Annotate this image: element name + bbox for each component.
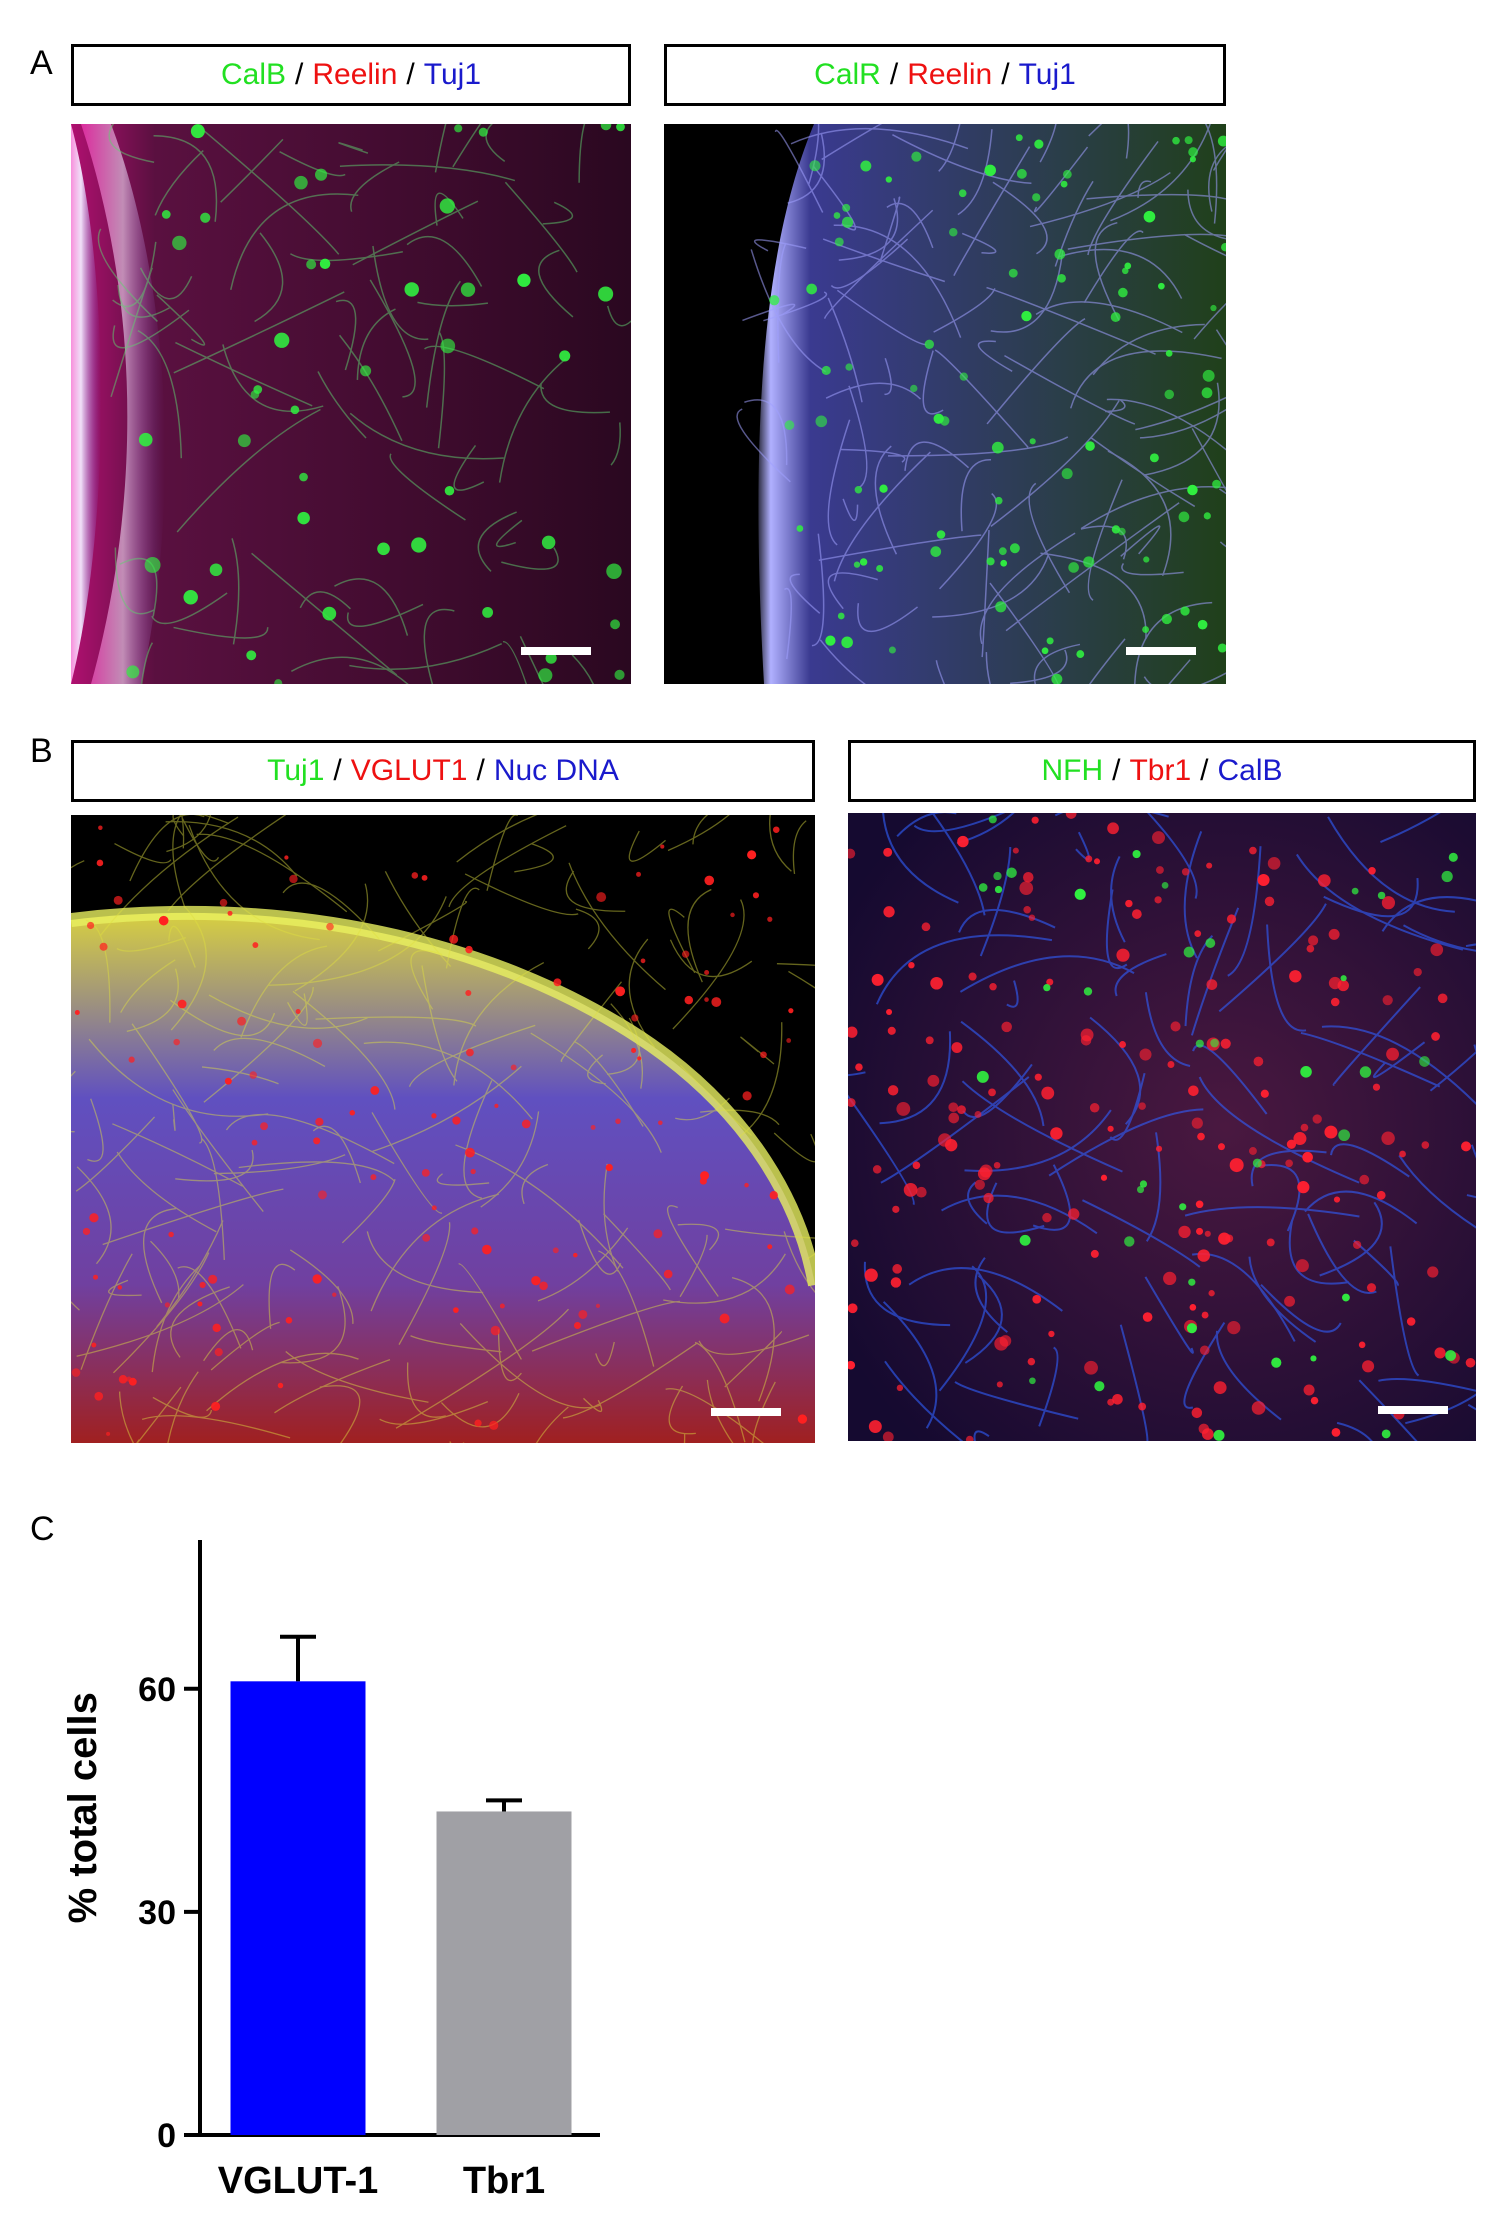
stain-3: Tuj1 bbox=[1018, 58, 1076, 91]
stain-2: Tbr1 bbox=[1129, 754, 1192, 787]
y-tick-label: 30 bbox=[138, 1894, 176, 1932]
micrograph-b1-image bbox=[71, 815, 815, 1443]
panel-a2-label: CalR / Reelin / Tuj1 bbox=[664, 44, 1226, 106]
y-axis-title: % total cells bbox=[61, 1692, 105, 1923]
separator: / bbox=[1200, 754, 1209, 787]
bar-chart: 0 30 60 % total cells VGLUT-1 Tbr1 bbox=[61, 1540, 600, 2202]
stain-3: Nuc DNA bbox=[493, 754, 619, 787]
bar bbox=[436, 1811, 572, 2135]
scale-bar bbox=[521, 647, 591, 655]
category-label: Tbr1 bbox=[463, 2160, 545, 2202]
micrograph-a1-image bbox=[71, 124, 631, 684]
category-label: VGLUT-1 bbox=[218, 2160, 378, 2202]
panel-a1-label: CalB / Reelin / Tuj1 bbox=[71, 44, 631, 106]
y-tick-label: 0 bbox=[157, 2117, 176, 2155]
separator: / bbox=[295, 58, 304, 91]
micrograph-b2 bbox=[848, 813, 1476, 1441]
panel-b1-label: Tuj1/VGLUT1/Nuc DNA bbox=[71, 740, 815, 802]
stain-1: NFH bbox=[1041, 754, 1104, 787]
stain-1: CalR bbox=[814, 58, 881, 91]
panel-letter-b: B bbox=[30, 732, 53, 770]
micrograph-a2 bbox=[664, 124, 1226, 684]
panel-letter-c: C bbox=[30, 1510, 55, 1548]
stain-2: Reelin bbox=[907, 58, 993, 91]
scale-bar bbox=[1126, 647, 1196, 655]
scale-bar bbox=[1378, 1406, 1448, 1414]
stain-3: CalB bbox=[1217, 754, 1283, 787]
separator: / bbox=[1112, 754, 1121, 787]
panel-b2-label: NFH / Tbr1/CalB bbox=[848, 740, 1476, 802]
panel-letter-a: A bbox=[30, 44, 53, 82]
separator: / bbox=[1001, 58, 1010, 91]
y-tick-label: 60 bbox=[138, 1671, 176, 1709]
scale-bar bbox=[711, 1408, 781, 1416]
stain-1: CalB bbox=[220, 58, 287, 91]
stain-2: Reelin bbox=[312, 58, 398, 91]
stain-3: Tuj1 bbox=[423, 58, 482, 91]
stain-1: Tuj1 bbox=[267, 754, 325, 787]
micrograph-b1 bbox=[71, 815, 815, 1443]
separator: / bbox=[406, 58, 415, 91]
separator: / bbox=[889, 58, 899, 91]
separator: / bbox=[476, 754, 485, 787]
stain-2: VGLUT1 bbox=[350, 754, 468, 787]
micrograph-b2-image bbox=[848, 813, 1476, 1441]
micrograph-a1 bbox=[71, 124, 631, 684]
separator: / bbox=[333, 754, 342, 787]
micrograph-a2-image bbox=[664, 124, 1226, 684]
bar bbox=[230, 1681, 366, 2135]
